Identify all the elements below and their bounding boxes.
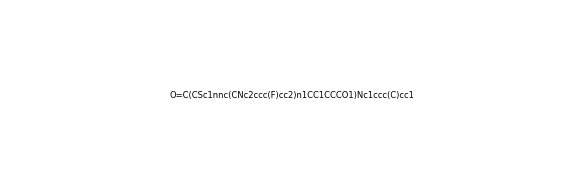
Text: O=C(CSc1nnc(CNc2ccc(F)cc2)n1CC1CCCO1)Nc1ccc(C)cc1: O=C(CSc1nnc(CNc2ccc(F)cc2)n1CC1CCCO1)Nc1…	[169, 91, 414, 100]
